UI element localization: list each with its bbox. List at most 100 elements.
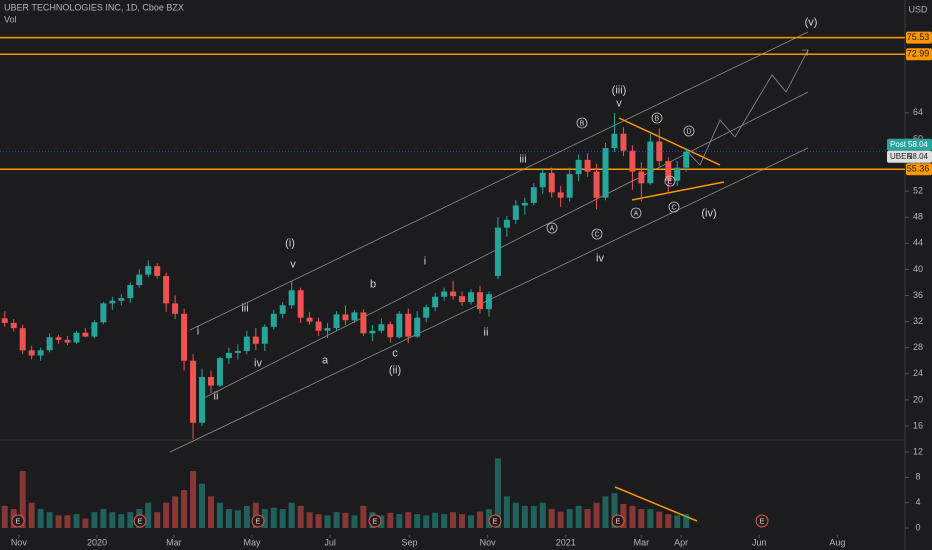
candle-body: [55, 337, 62, 340]
candle-body: [145, 266, 152, 275]
volume-bar: [557, 511, 564, 529]
wave-label: a: [322, 354, 329, 366]
earnings-label: E: [493, 518, 498, 525]
volume-bar: [494, 458, 501, 529]
candle-body: [270, 313, 277, 327]
candle-body: [1, 318, 8, 323]
volume-bar: [216, 502, 223, 529]
volume-bar: [521, 505, 528, 529]
candle-body: [181, 313, 188, 361]
volume-bar: [73, 514, 80, 529]
candle-body: [414, 317, 421, 337]
volume-bar: [584, 509, 591, 529]
volume-bar: [64, 515, 71, 529]
x-tick-label: Mar: [634, 537, 650, 547]
candle-body: [46, 337, 53, 351]
level-tag: [906, 48, 932, 61]
y-tick-label: 24: [913, 368, 923, 378]
volume-bar: [82, 518, 89, 529]
wave-circle: [591, 228, 603, 240]
volume-bar: [225, 509, 232, 529]
volume-bar: [306, 512, 313, 529]
candle-body: [73, 332, 80, 343]
volume-bar: [503, 496, 510, 529]
volume-bar: [387, 512, 394, 529]
volume-bar: [441, 514, 448, 529]
volume-bar: [683, 514, 690, 529]
volume-bar: [405, 512, 412, 529]
volume-bar: [91, 512, 98, 529]
level-tag: [906, 31, 932, 44]
last-price-tag: [887, 138, 932, 151]
candle-body: [91, 322, 98, 337]
volume-tick-label: 12: [913, 446, 923, 456]
candle-body: [306, 317, 313, 322]
candle-body: [593, 171, 600, 198]
candle-body: [548, 172, 555, 193]
candle-body: [432, 296, 439, 308]
wave-label: iii: [241, 302, 248, 314]
volume-bar: [190, 471, 197, 529]
volume-tick-label: 0: [915, 522, 920, 532]
volume-bar: [647, 509, 654, 529]
candle-body: [207, 377, 214, 386]
candle-body: [279, 305, 286, 314]
triangle-top: [618, 117, 721, 166]
x-tick-label: 2021: [556, 537, 576, 547]
candle-body: [109, 300, 116, 304]
x-tick-label: Jul: [324, 537, 336, 547]
volume-bar: [163, 502, 170, 529]
volume-bar: [127, 512, 134, 529]
wave-label: C: [594, 231, 599, 238]
wave-label: (v): [805, 16, 818, 28]
wave-label: (iii): [612, 84, 627, 96]
wave-label: (ii): [389, 364, 401, 376]
candle-body: [602, 148, 609, 198]
candle-body: [476, 292, 483, 310]
projection: [685, 49, 809, 166]
candle-body: [342, 314, 349, 321]
volume-bar: [360, 505, 367, 529]
channel: [169, 31, 809, 453]
wave-circle: [651, 112, 663, 124]
candle-body: [324, 328, 331, 331]
channel-mid: [199, 91, 809, 401]
candle-body: [351, 312, 358, 321]
volume-bar: [270, 507, 277, 529]
volume-bar: [575, 505, 582, 529]
x-tick-label: Nov: [11, 537, 28, 547]
volume-bar: [28, 502, 35, 529]
candle-body: [163, 275, 170, 304]
volume-bar: [512, 502, 519, 529]
candle-body: [647, 141, 654, 184]
candle-body: [611, 133, 618, 149]
level-label: 75.53: [907, 32, 930, 42]
x-tick-label: Aug: [829, 537, 845, 547]
candle-body: [441, 291, 448, 297]
volume-bar: [665, 514, 672, 529]
wave-label: b: [370, 278, 376, 290]
volume-bar: [459, 514, 466, 529]
wave-label: i: [197, 325, 199, 337]
candle-body: [557, 192, 564, 198]
x-tick-label: Mar: [166, 537, 182, 547]
wave-circle: [546, 222, 558, 234]
volume-bar: [602, 496, 609, 529]
x-tick-label: May: [243, 537, 261, 547]
volume-bar: [243, 505, 250, 529]
volume-bar: [656, 511, 663, 529]
candle-body: [216, 358, 223, 386]
volume-bar: [1, 505, 8, 529]
candle-body: [387, 324, 394, 338]
volume-bar: [55, 515, 62, 529]
y-tick-label: 44: [913, 238, 923, 248]
candle-body: [638, 171, 645, 184]
candle-body: [575, 159, 582, 175]
candle-body: [566, 174, 573, 198]
y-tick-label: 60: [913, 133, 923, 143]
earnings-label: E: [16, 518, 21, 525]
y-tick-label: 32: [913, 316, 923, 326]
volume-bar: [207, 496, 214, 529]
volume-bar: [37, 509, 44, 529]
volume-tick-label: 8: [915, 472, 920, 482]
